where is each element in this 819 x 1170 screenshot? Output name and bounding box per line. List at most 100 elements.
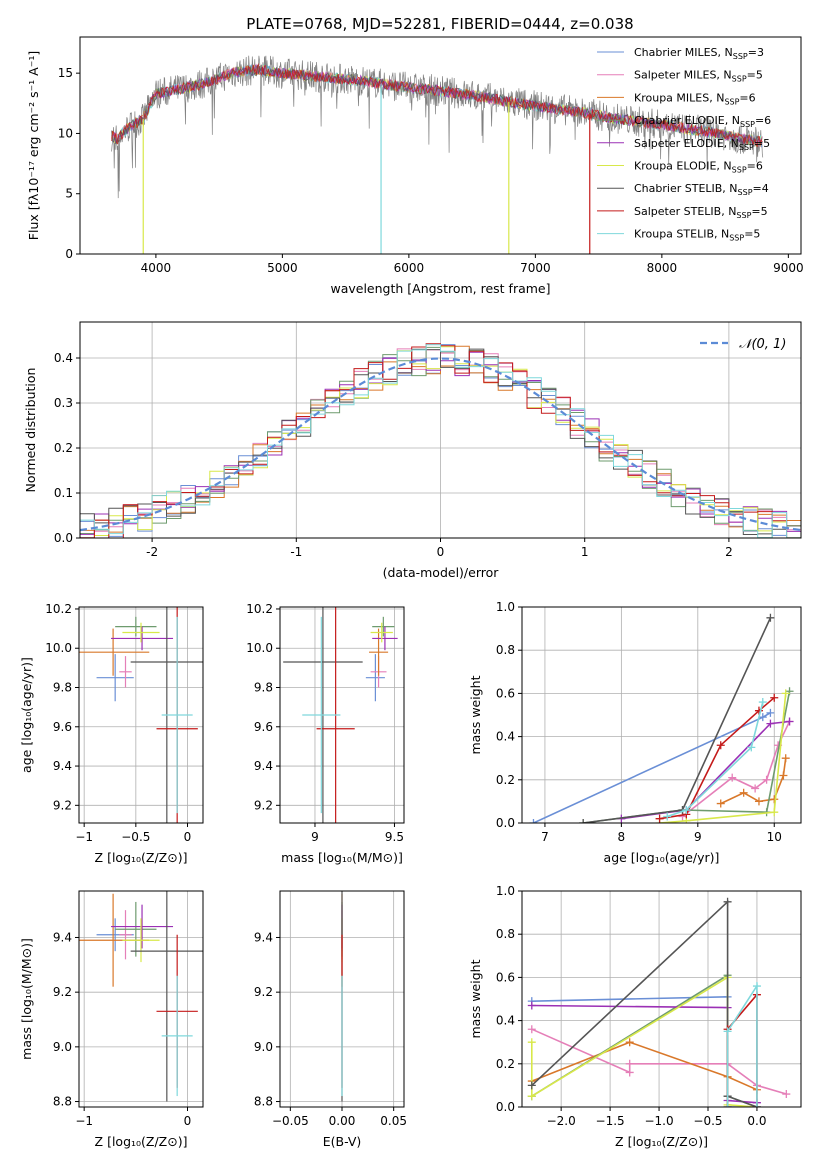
y-tick-label: 9.8 [53,681,72,695]
legend-entry: Chabrier ELODIE, NSSP=6 [634,114,771,129]
x-tick-label: −0.5 [693,1114,722,1128]
axes-frame [521,606,802,824]
axes-frame [279,890,405,1108]
legend-entry: Salpeter MILES, NSSP=5 [634,69,763,84]
weight-marker [766,613,775,622]
plot-area [111,55,764,254]
weight-marker [781,689,790,698]
legend-entry: Kroupa MILES, NSSP=6 [634,91,756,106]
x-tick-label: 6000 [394,261,425,275]
legend-entry: Kroupa ELODIE, NSSP=6 [634,160,763,175]
plot-area [522,607,801,823]
y-tick-label: 0.2 [496,773,515,787]
y-tick-label: 9.2 [53,985,72,999]
weight-marker [723,897,732,906]
weight-marker [625,1068,634,1077]
weight-marker [527,1081,536,1090]
x-axis-label: mass [log₁₀(M/M⊙)] [281,850,403,865]
weight-line-3 [531,973,758,1107]
x-tick-label: 0.0 [747,1114,766,1128]
histogram-series-6 [80,348,801,535]
y-axis-label: age [log₁₀(age/yr)] [19,657,34,773]
x-tick-label: −1.5 [596,1114,625,1128]
y-tick-label: 9.0 [254,1040,273,1054]
weight-marker [754,706,763,715]
y-tick-label: 0.0 [54,531,73,545]
weight-marker [781,754,790,763]
x-axis-label: E(B-V) [323,1134,362,1149]
figure-title: PLATE=0768, MJD=52281, FIBERID=0444, z=0… [246,15,633,33]
y-tick-label: 9.4 [254,930,273,944]
x-tick-label: 8 [618,830,626,844]
legend-normal: 𝒩(0, 1) [739,337,786,352]
y-tick-label: 0.2 [496,1057,515,1071]
weight-marker [751,784,760,793]
weight-marker [770,693,779,702]
y-axis-label: Flux [fλ10⁻¹⁷ erg cm⁻² s⁻¹ A⁻¹] [26,51,41,240]
x-tick-label: −1 [75,1114,93,1128]
weight-line-0 [531,995,757,1107]
x-tick-label: −1 [75,830,93,844]
y-tick-label: 9.2 [254,798,273,812]
x-tick-label: 9 [311,830,319,844]
y-tick-label: 8.8 [53,1095,72,1109]
weight-marker [663,812,672,821]
weight-line-7 [726,992,758,1107]
panel-residual-histogram: -2 -1 0 1 2 0.0 0.1 0.2 0.3 0.4 (data-model)/error… [23,321,802,580]
legend: Chabrier MILES, NSSP=3 Salpeter MILES, NS… [597,46,771,243]
weight-marker [770,795,779,804]
y-tick-label: 5 [65,187,73,201]
legend-entry: Chabrier MILES, NSSP=3 [634,46,764,61]
y-tick-label: 0.4 [496,730,515,744]
x-tick-label: 9 [694,830,702,844]
y-tick-label: 9.8 [254,681,273,695]
y-tick-label: 9.6 [254,720,273,734]
plot-area [79,891,203,1107]
weight-line-1 [531,1028,787,1095]
panel-mass-weight-vs-age: 7 8 9 10 0.0 0.2 0.4 0.6 0.8 1.0 age [log₁₀(age/yr… [468,600,802,865]
x-axis-label: Z [log₁₀(Z/Z⊙)] [95,1134,188,1149]
x-tick-label: 8000 [647,261,678,275]
weight-marker [723,1103,732,1107]
x-tick-label: −0.05 [272,1114,309,1128]
axes-frame [79,321,802,539]
y-tick-label: 0.8 [496,927,515,941]
weight-marker [770,808,779,817]
weight-marker [782,1090,791,1099]
weight-marker [682,806,691,815]
x-tick-label: -1 [290,545,302,559]
weight-line-2 [531,1041,758,1091]
x-axis-label: Z [log₁₀(Z/Z⊙)] [615,1134,708,1149]
x-tick-label: -2 [146,545,158,559]
plot-area [80,322,801,538]
axes-frame [521,890,802,1108]
y-tick-label: 10.2 [45,602,72,616]
x-tick-label: 2 [725,545,733,559]
weight-marker [716,741,725,750]
x-tick-label: 7000 [520,261,551,275]
y-axis-label: mass [log₁₀(M/M⊙)] [19,938,34,1060]
axes-frame [279,606,405,824]
weight-line-0 [533,712,771,823]
x-tick-label: 10 [767,830,782,844]
legend-entry: Salpeter ELODIE, NSSP=5 [634,137,770,152]
panel-mass-vs-EBV: −0.05 0.00 0.05 8.8 9.0 9.2 9.4 E(B-V) [254,890,407,1149]
y-tick-label: 0.6 [496,970,515,984]
y-tick-label: 10.0 [45,641,72,655]
y-tick-label: 15 [58,66,73,80]
weight-marker [752,1103,761,1107]
x-tick-label: 5000 [267,261,298,275]
x-axis-label: (data-model)/error [383,565,500,580]
y-tick-label: 0.4 [496,1014,515,1028]
observed-spectrum [111,55,764,199]
y-tick-label: 0.8 [496,643,515,657]
y-tick-label: 0.0 [496,816,515,830]
model-spectrum-7 [111,62,763,148]
x-tick-label: 9.5 [385,830,404,844]
x-tick-label: 0 [184,1114,192,1128]
weight-marker [762,775,771,784]
weight-line-5 [659,693,787,823]
weight-marker [785,717,794,726]
weight-line-8 [726,983,758,1107]
x-tick-label: −0.5 [121,830,150,844]
